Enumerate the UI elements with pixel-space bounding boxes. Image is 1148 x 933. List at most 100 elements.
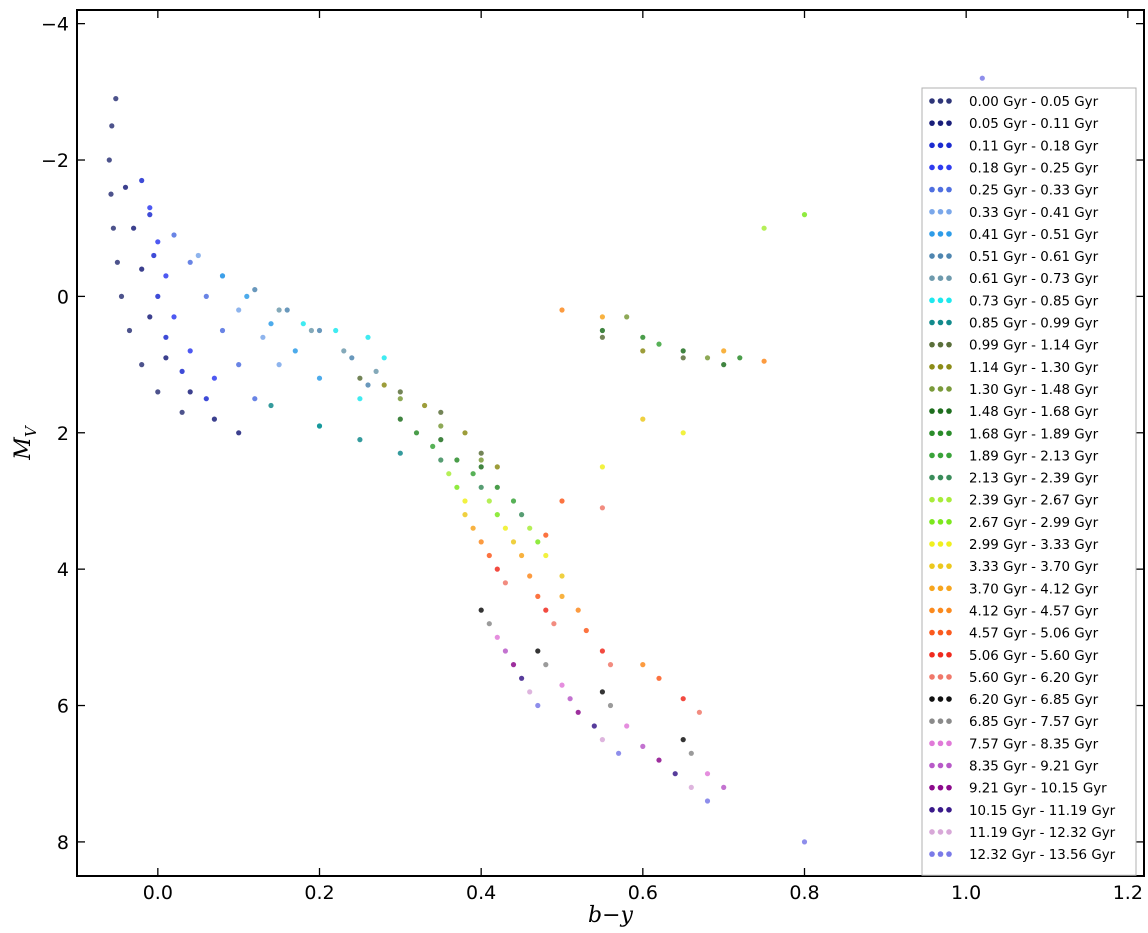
data-point [195, 252, 201, 259]
legend-entry: 3.70 Gyr - 4.12 Gyr [929, 582, 1099, 597]
legend-marker [937, 563, 944, 569]
data-point [454, 484, 460, 490]
data-point [494, 634, 500, 640]
legend-label: 7.57 Gyr - 8.35 Gyr [969, 737, 1099, 752]
data-point [373, 368, 379, 374]
legend-label: 5.60 Gyr - 6.20 Gyr [969, 671, 1099, 686]
data-point [599, 334, 606, 340]
data-point [268, 402, 274, 409]
y-tick-label: −4 [41, 14, 69, 36]
legend-label: 2.39 Gyr - 2.67 Gyr [969, 494, 1099, 509]
data-point [365, 382, 371, 388]
data-point [252, 287, 258, 293]
legend-entry: 1.68 Gyr - 1.89 Gyr [929, 427, 1099, 442]
legend-label: 2.13 Gyr - 2.39 Gyr [969, 472, 1099, 487]
data-point [737, 355, 743, 361]
legend-marker [937, 319, 944, 326]
x-tick-label: 1.2 [1113, 882, 1143, 904]
legend-marker [929, 563, 935, 569]
legend-marker [946, 275, 952, 282]
data-point [494, 566, 500, 572]
data-point [108, 191, 114, 197]
data-point [147, 205, 153, 211]
data-point [316, 423, 323, 429]
data-point [640, 348, 646, 354]
y-axis-label: MV [11, 424, 40, 461]
data-point [187, 348, 193, 354]
data-point [519, 675, 525, 681]
data-point [187, 259, 193, 265]
legend-marker [946, 784, 952, 791]
legend-marker [929, 297, 935, 304]
y-tick-label: −2 [41, 150, 69, 172]
legend-marker [946, 474, 952, 481]
data-point [640, 743, 646, 750]
data-point [599, 689, 606, 695]
data-point [543, 552, 549, 559]
y-tick-label: 4 [57, 559, 69, 581]
y-tick-label: 8 [57, 832, 69, 854]
data-point [510, 498, 517, 504]
legend-marker [946, 408, 952, 414]
data-point [801, 212, 808, 218]
data-point [397, 450, 403, 456]
data-point [268, 321, 274, 327]
data-point [599, 314, 606, 320]
legend-marker [929, 718, 935, 724]
legend-entry: 9.21 Gyr - 10.15 Gyr [929, 782, 1107, 797]
data-point [680, 355, 686, 361]
legend-marker [929, 762, 935, 769]
legend-entry: 12.32 Gyr - 13.56 Gyr [929, 848, 1116, 863]
legend-marker [946, 142, 952, 149]
legend-marker [929, 474, 935, 481]
legend-entry: 0.00 Gyr - 0.05 Gyr [929, 95, 1099, 110]
legend-entry: 0.73 Gyr - 0.85 Gyr [929, 294, 1099, 309]
data-point [365, 334, 371, 340]
legend-label: 3.33 Gyr - 3.70 Gyr [969, 560, 1099, 575]
data-point [721, 784, 727, 791]
legend-label: 0.25 Gyr - 0.33 Gyr [969, 184, 1099, 199]
data-point [300, 321, 306, 327]
data-point [801, 839, 808, 845]
data-point [543, 532, 549, 538]
data-point [462, 498, 468, 504]
legend-label: 0.11 Gyr - 0.18 Gyr [969, 139, 1099, 154]
data-point [381, 355, 387, 361]
legend-marker [937, 253, 944, 259]
data-point [113, 96, 119, 102]
data-point [502, 648, 508, 654]
legend-label: 0.41 Gyr - 0.51 Gyr [969, 228, 1099, 243]
data-point [583, 627, 589, 634]
data-point [510, 662, 517, 668]
data-point [559, 593, 565, 600]
legend-marker [937, 762, 944, 769]
data-points [106, 75, 985, 845]
legend-marker [929, 253, 935, 259]
data-point [397, 389, 403, 395]
data-point [559, 682, 565, 688]
data-point [413, 430, 420, 436]
data-point [292, 348, 298, 354]
legend-marker [929, 98, 935, 104]
legend-label: 0.99 Gyr - 1.14 Gyr [969, 339, 1099, 354]
legend-marker [946, 585, 952, 592]
data-point [333, 327, 339, 334]
legend-entry: 1.48 Gyr - 1.68 Gyr [929, 405, 1099, 420]
data-point [672, 771, 678, 777]
legend-marker [946, 851, 952, 857]
data-point [535, 648, 541, 654]
legend-marker [937, 408, 944, 414]
data-point [139, 362, 145, 368]
data-point [704, 355, 711, 361]
data-point [502, 525, 508, 531]
data-point [559, 573, 565, 579]
legend-marker [929, 164, 935, 171]
legend-marker [937, 651, 944, 658]
legend-label: 0.00 Gyr - 0.05 Gyr [969, 95, 1099, 110]
axis-ticks: 0.0 0.2 0.4 0.6 0.8 1.0 1.2 −4 −2 0 2 4 6 8 [41, 10, 1144, 904]
legend-label: 0.51 Gyr - 0.61 Gyr [969, 250, 1099, 265]
data-point [284, 307, 290, 313]
data-point [147, 314, 153, 320]
x-tick-label: 1.0 [951, 882, 981, 904]
legend-marker [929, 408, 935, 414]
